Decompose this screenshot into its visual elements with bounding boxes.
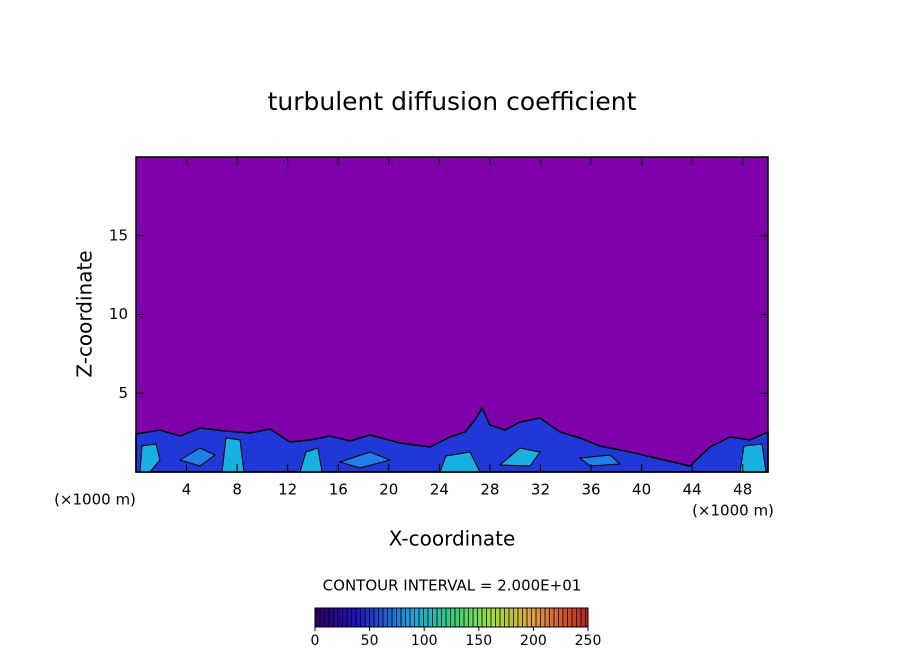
y-tick-label: 5 — [118, 384, 128, 402]
x-tick-label: 40 — [632, 481, 651, 499]
y-tick-label: 10 — [109, 305, 128, 323]
colorbar-tick-label: 150 — [465, 633, 492, 649]
colorbar-tick-label: 50 — [361, 633, 379, 649]
x-tick-label: 44 — [683, 481, 702, 499]
x-tick-label: 16 — [329, 481, 348, 499]
colorbar-tick-label: 250 — [575, 633, 602, 649]
chart-title: turbulent diffusion coefficient — [268, 87, 637, 116]
contour-field — [135, 156, 769, 473]
colorbar-tick-label: 100 — [411, 633, 438, 649]
x-tick-label: 4 — [182, 481, 192, 499]
y-axis-label: Z-coordinate — [73, 250, 97, 377]
x-tick-label: 36 — [581, 481, 600, 499]
y-tick-label: 15 — [109, 226, 128, 244]
x-tick-label: 24 — [430, 481, 449, 499]
turbulent-core — [139, 437, 767, 473]
turbulent-patch — [178, 447, 622, 469]
x-unit-label: (×1000 m) — [692, 502, 774, 520]
contour-interval: CONTOUR INTERVAL = 2.000E+01 — [323, 577, 582, 595]
x-tick-label: 20 — [379, 481, 398, 499]
x-tick-label: 48 — [733, 481, 752, 499]
x-axis-label: X-coordinate — [389, 527, 516, 551]
colorbar-tick-label: 200 — [520, 633, 547, 649]
field-background — [136, 157, 768, 472]
x-tick-label: 28 — [480, 481, 499, 499]
x-tick-label: 12 — [278, 481, 297, 499]
colorbar-frame — [314, 607, 589, 628]
x-tick-label: 32 — [531, 481, 550, 499]
x-unit-label: (×1000 m) — [54, 491, 136, 509]
x-tick-label: 8 — [232, 481, 242, 499]
colorbar-tick-label: 0 — [311, 633, 320, 649]
